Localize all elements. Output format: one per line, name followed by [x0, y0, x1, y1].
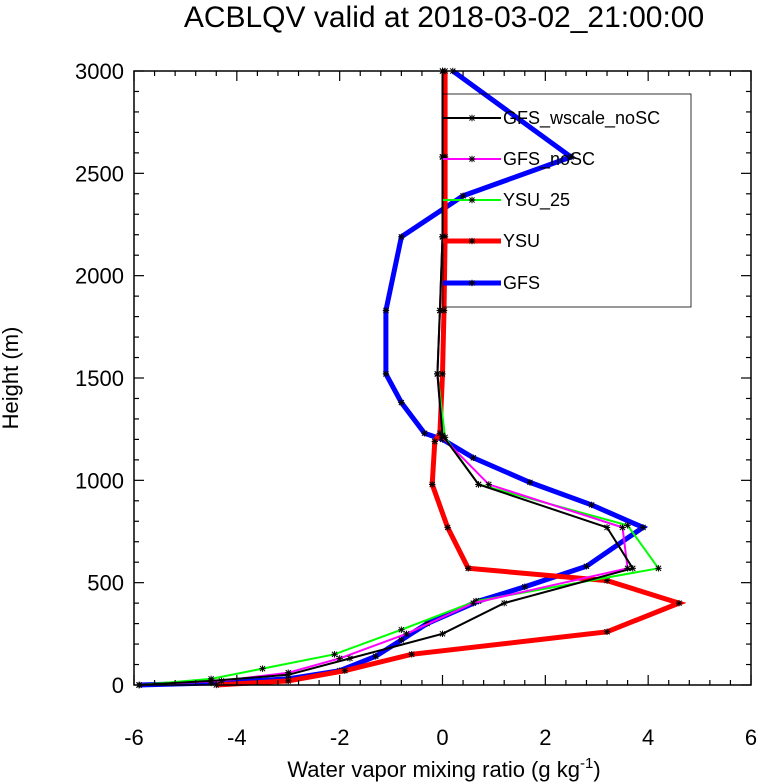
y-tick-label: 3000 — [75, 59, 124, 84]
x-axis-label: Water vapor mixing ratio (g kg-1) — [287, 755, 600, 782]
point-gfs-nosc — [470, 599, 477, 607]
x-tick-label: 6 — [745, 725, 757, 750]
legend-label: YSU — [503, 231, 540, 251]
plot-area — [135, 67, 687, 689]
y-tick-label: 500 — [87, 571, 124, 596]
axis-ticks — [133, 70, 752, 686]
legend-marker — [468, 114, 476, 122]
y-tick-labels: 0 500 1000 1500 2000 2500 3000 — [75, 59, 124, 698]
legend-label: GFS_noSC — [503, 149, 595, 170]
point-ysu — [285, 677, 292, 685]
legend-label: GFS — [503, 273, 540, 293]
point-gfs-wscale-nosc — [439, 630, 446, 638]
point-ysu — [444, 524, 451, 531]
x-tick-label: -6 — [124, 725, 144, 750]
point-gfs-wscale-nosc — [439, 432, 446, 439]
y-tick-label: 0 — [112, 673, 124, 698]
point-gfs-wscale-nosc — [434, 370, 441, 378]
y-tick-label: 1000 — [75, 468, 124, 493]
point-gfs — [398, 636, 405, 644]
x-tick-label: 0 — [436, 725, 448, 750]
point-gfs — [382, 307, 390, 314]
point-ysu-25 — [331, 651, 338, 658]
point-gfs — [567, 153, 575, 161]
point-gfs-wscale-nosc — [603, 524, 611, 531]
legend-item-ysu: YSU — [443, 231, 540, 251]
point-gfs — [382, 370, 390, 378]
point-ysu — [408, 651, 415, 658]
legend-item-gfs-wscale-nosc: GFS_wscale_noSC — [443, 108, 660, 129]
x-tick-label: -2 — [330, 725, 350, 750]
y-tick-label: 1500 — [75, 366, 124, 391]
y-tick-label: 2500 — [75, 161, 124, 186]
series-line-ysu — [216, 71, 687, 688]
point-gfs — [459, 192, 467, 200]
point-gfs — [526, 479, 534, 486]
point-gfs — [372, 653, 379, 660]
point-gfs-nosc — [403, 630, 410, 638]
x-tick-label: -4 — [227, 725, 247, 750]
series-gfs-wscale-nosc — [135, 67, 636, 689]
legend-marker — [468, 196, 476, 204]
x-tick-labels: -6 -4 -2 0 2 4 6 — [124, 725, 757, 750]
point-ysu-25 — [624, 522, 631, 529]
point-gfs — [421, 430, 428, 437]
point-gfs-nosc — [485, 481, 492, 488]
y-axis-label: Height (m) — [0, 327, 23, 430]
legend-marker — [468, 237, 476, 245]
legend-marker — [468, 155, 476, 163]
x-tick-label: 2 — [539, 725, 551, 750]
point-gfs — [398, 399, 405, 406]
point-gfs — [583, 563, 590, 570]
legend: GFS_wscale_noSC GFS_noSC YSU_25 YSU GFS — [442, 93, 692, 308]
point-gfs-wscale-nosc — [436, 307, 444, 314]
point-ysu — [603, 628, 611, 635]
point-gfs-wscale-nosc — [346, 655, 354, 662]
point-ysu-25 — [655, 565, 662, 572]
point-ysu — [341, 667, 349, 674]
point-gfs — [639, 524, 647, 531]
point-ysu-25 — [259, 665, 266, 672]
y-tick-label: 2000 — [75, 264, 124, 289]
point-ysu — [431, 438, 438, 445]
legend-marker — [468, 279, 476, 287]
legend-label: GFS_wscale_noSC — [503, 108, 660, 129]
x-tick-label: 4 — [642, 725, 654, 750]
series-ysu — [213, 67, 687, 689]
point-gfs — [470, 454, 477, 462]
legend-item-gfs: GFS — [443, 273, 540, 293]
point-gfs — [521, 583, 528, 590]
point-ysu — [465, 565, 472, 572]
point-ysu-25 — [398, 626, 405, 633]
point-gfs-wscale-nosc — [439, 233, 446, 240]
legend-label: YSU_25 — [503, 190, 570, 211]
point-gfs-wscale-nosc — [207, 677, 215, 685]
point-gfs-wscale-nosc — [629, 565, 636, 572]
x-axis-label-exponent: -1 — [580, 755, 593, 772]
point-ysu — [429, 481, 436, 488]
point-ysu — [675, 599, 683, 607]
legend-item-gfs-nosc: GFS_noSC — [443, 149, 595, 170]
point-gfs-nosc — [619, 524, 626, 531]
chart-title: ACBLQV valid at 2018-03-02_21:00:00 — [184, 1, 704, 34]
point-gfs-wscale-nosc — [285, 671, 292, 678]
legend-item-ysu-25: YSU_25 — [443, 190, 570, 211]
point-gfs-wscale-nosc — [501, 599, 508, 607]
point-gfs — [588, 501, 595, 509]
point-gfs — [398, 233, 405, 240]
point-gfs-wscale-nosc — [475, 481, 482, 488]
